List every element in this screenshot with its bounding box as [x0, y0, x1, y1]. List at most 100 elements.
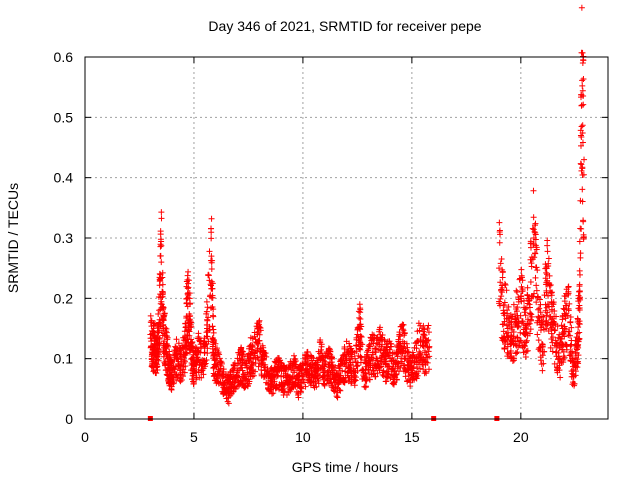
y-tick-label: 0.2	[54, 290, 74, 306]
data-point	[544, 301, 551, 308]
data-point	[160, 321, 167, 328]
data-point	[198, 374, 205, 381]
data-point	[265, 385, 272, 392]
data-point	[173, 336, 180, 343]
data-point	[170, 380, 177, 387]
data-point	[203, 298, 210, 305]
data-point	[156, 342, 163, 349]
data-point	[333, 393, 340, 400]
data-point	[370, 351, 377, 358]
data-point	[287, 377, 294, 384]
data-point	[204, 333, 211, 340]
data-point	[578, 225, 585, 232]
data-point	[240, 356, 247, 363]
data-point	[208, 215, 215, 222]
data-point	[549, 315, 556, 322]
x-tick-label: 15	[404, 429, 420, 445]
data-point	[529, 225, 536, 232]
y-axis-title: SRMTID / TECUs	[5, 183, 21, 293]
data-point	[527, 317, 534, 324]
data-point	[560, 330, 567, 337]
data-point	[206, 327, 213, 334]
data-point	[401, 345, 408, 352]
data-point	[521, 309, 528, 316]
data-point	[159, 303, 166, 310]
data-point	[156, 307, 163, 314]
data-point	[171, 366, 178, 373]
data-point	[258, 360, 265, 367]
x-tick-label: 0	[81, 429, 89, 445]
data-point	[577, 296, 584, 303]
data-point	[519, 288, 526, 295]
data-point	[545, 260, 552, 267]
data-point	[539, 341, 546, 348]
data-point	[526, 310, 533, 317]
data-point	[532, 220, 539, 227]
data-point	[552, 326, 559, 333]
data-point	[278, 383, 285, 390]
data-point	[337, 367, 344, 374]
data-point	[504, 343, 511, 350]
y-tick-label: 0.1	[54, 351, 74, 367]
data-point	[213, 375, 220, 382]
data-point	[533, 282, 540, 289]
data-point	[373, 345, 380, 352]
data-point	[175, 340, 182, 347]
data-point	[410, 351, 417, 358]
data-point	[367, 364, 374, 371]
data-point	[565, 291, 572, 298]
data-point	[239, 367, 246, 374]
data-point	[182, 363, 189, 370]
data-point	[206, 248, 213, 255]
y-tick-label: 0.6	[54, 49, 74, 65]
data-point	[147, 312, 154, 319]
data-point	[575, 316, 582, 323]
data-point	[212, 340, 219, 347]
data-point	[313, 359, 320, 366]
data-point	[186, 316, 193, 323]
data-point	[515, 338, 522, 345]
data-point	[158, 209, 165, 216]
data-point	[210, 313, 217, 320]
data-point	[509, 314, 516, 321]
data-point	[352, 377, 359, 384]
data-point	[174, 374, 181, 381]
data-point	[524, 316, 531, 323]
data-point	[384, 374, 391, 381]
data-point	[518, 272, 525, 279]
data-point	[302, 383, 309, 390]
data-point	[546, 272, 553, 279]
data-point	[532, 231, 539, 238]
data-point	[356, 314, 363, 321]
data-point	[362, 384, 369, 391]
data-point	[528, 244, 535, 251]
data-point	[513, 319, 520, 326]
data-point	[539, 352, 546, 359]
data-point	[335, 362, 342, 369]
data-point	[567, 313, 574, 320]
data-point	[370, 332, 377, 339]
data-point	[535, 314, 542, 321]
data-point	[522, 354, 529, 361]
data-point	[421, 347, 428, 354]
data-point	[576, 329, 583, 336]
data-point	[391, 373, 398, 380]
data-point	[496, 300, 503, 307]
data-point	[222, 388, 229, 395]
data-point	[417, 351, 424, 358]
data-point	[200, 357, 207, 364]
data-point	[575, 338, 582, 345]
data-point	[579, 77, 586, 84]
data-point	[553, 343, 560, 350]
data-point	[241, 384, 248, 391]
data-point	[413, 361, 420, 368]
data-point	[165, 343, 172, 350]
data-point	[187, 324, 194, 331]
data-point	[227, 376, 234, 383]
data-point	[357, 332, 364, 339]
data-point	[425, 322, 432, 329]
data-point	[539, 319, 546, 326]
data-point	[262, 361, 269, 368]
data-point	[296, 379, 303, 386]
data-point	[256, 317, 263, 324]
